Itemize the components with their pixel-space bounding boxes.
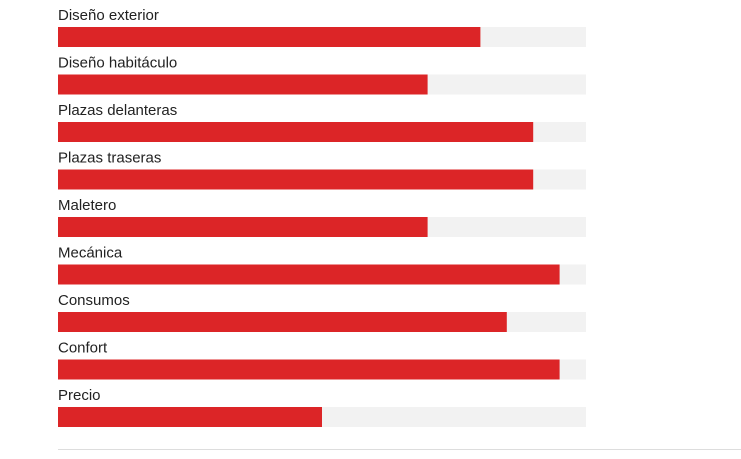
bar xyxy=(58,312,507,332)
bar-label: Diseño exterior xyxy=(58,7,159,24)
bar-label: Plazas delanteras xyxy=(58,102,177,119)
bar-label: Confort xyxy=(58,339,108,356)
bar xyxy=(58,407,322,427)
bar xyxy=(58,359,560,380)
bar xyxy=(58,74,428,95)
bar xyxy=(58,169,534,190)
bar xyxy=(58,264,560,285)
bar-label: Consumos xyxy=(58,292,130,309)
bar-label: Diseño habitáculo xyxy=(58,54,177,71)
bar-label: Plazas traseras xyxy=(58,149,161,166)
bar xyxy=(58,217,428,237)
bar-label: Maletero xyxy=(58,197,116,214)
bar xyxy=(58,122,534,142)
bar-label: Mecánica xyxy=(58,244,123,261)
bar-label: Precio xyxy=(58,387,101,404)
bar xyxy=(58,27,481,47)
